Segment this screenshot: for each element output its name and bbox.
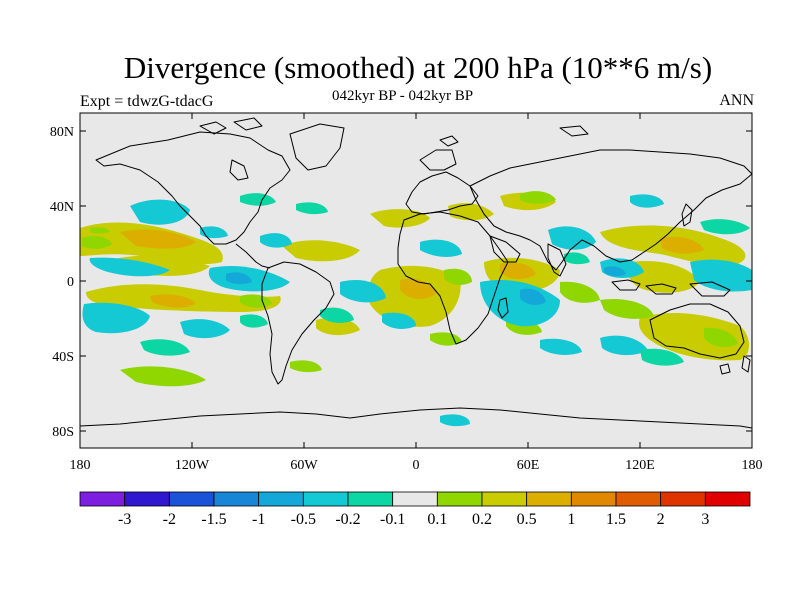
y-tick-label: 40N (50, 200, 74, 215)
colorbar-label: 1.5 (606, 511, 626, 528)
colorbar-box (392, 491, 438, 507)
colorbar-label: 1 (567, 511, 575, 528)
y-tick-label: 0 (67, 275, 74, 290)
colorbar-label: -0.5 (291, 511, 316, 528)
colorbar-label: 3 (701, 511, 709, 528)
experiment-label: Expt = tdwzG-tdacG (80, 93, 214, 110)
y-tick-label: 40S (52, 350, 74, 365)
colorbar-box (526, 491, 572, 507)
colorbar-box (615, 491, 662, 507)
strong-positive-contours (120, 229, 704, 308)
colorbar-box (347, 491, 394, 507)
y-axis: 80N 40N 0 40S 80S (50, 125, 752, 440)
coastlines (80, 117, 752, 429)
colorbar-box (481, 491, 528, 507)
x-axis: 180 120W 60W 0 60E 120E 180 (70, 113, 763, 473)
colorbar-label: -0.1 (380, 511, 405, 528)
x-tick-label: 180 (742, 458, 763, 473)
colorbar-box (79, 491, 126, 507)
colorbar-label: 2 (657, 511, 665, 528)
colorbar-box (436, 491, 483, 507)
x-tick-label: 0 (413, 458, 420, 473)
colorbar-label: -3 (118, 511, 131, 528)
weak-positive-contours (82, 191, 738, 387)
y-tick-label: 80N (50, 125, 74, 140)
colorbar-box (704, 491, 751, 507)
colorbar-label: -1 (252, 511, 265, 528)
x-tick-label: 60W (290, 458, 318, 473)
season-label: ANN (719, 92, 754, 109)
colorbar-label: 0.2 (472, 511, 492, 528)
colorbar-box (258, 491, 304, 507)
strong-negative-contours (226, 266, 626, 305)
weak-negative-contours (140, 193, 750, 366)
colorbar-box (124, 491, 170, 507)
x-tick-label: 120W (175, 458, 210, 473)
colorbar-label: -1.5 (201, 511, 226, 528)
colorbar-label: -2 (163, 511, 176, 528)
colorbar-box (660, 491, 706, 507)
colorbar-box (570, 491, 617, 507)
divergence-field (80, 191, 752, 427)
colorbar-label: -0.2 (335, 511, 360, 528)
colorbar: -3 -2 -1.5 -1 -0.5 -0.2 -0.1 0.1 0.2 0.5 1 1.5 2 3 (79, 491, 751, 528)
x-tick-label: 60E (517, 458, 540, 473)
colorbar-label: 0.1 (427, 511, 447, 528)
colorbar-box (168, 491, 215, 507)
colorbar-label: 0.5 (517, 511, 537, 528)
x-tick-label: 120E (625, 458, 655, 473)
period-label: 042kyr BP - 042kyr BP (332, 88, 474, 104)
x-tick-label: 180 (70, 458, 91, 473)
colorbar-box (213, 491, 260, 507)
colorbar-box (302, 491, 349, 507)
y-tick-label: 80S (52, 425, 74, 440)
chart-title: Divergence (smoothed) at 200 hPa (10**6 … (123, 50, 713, 85)
